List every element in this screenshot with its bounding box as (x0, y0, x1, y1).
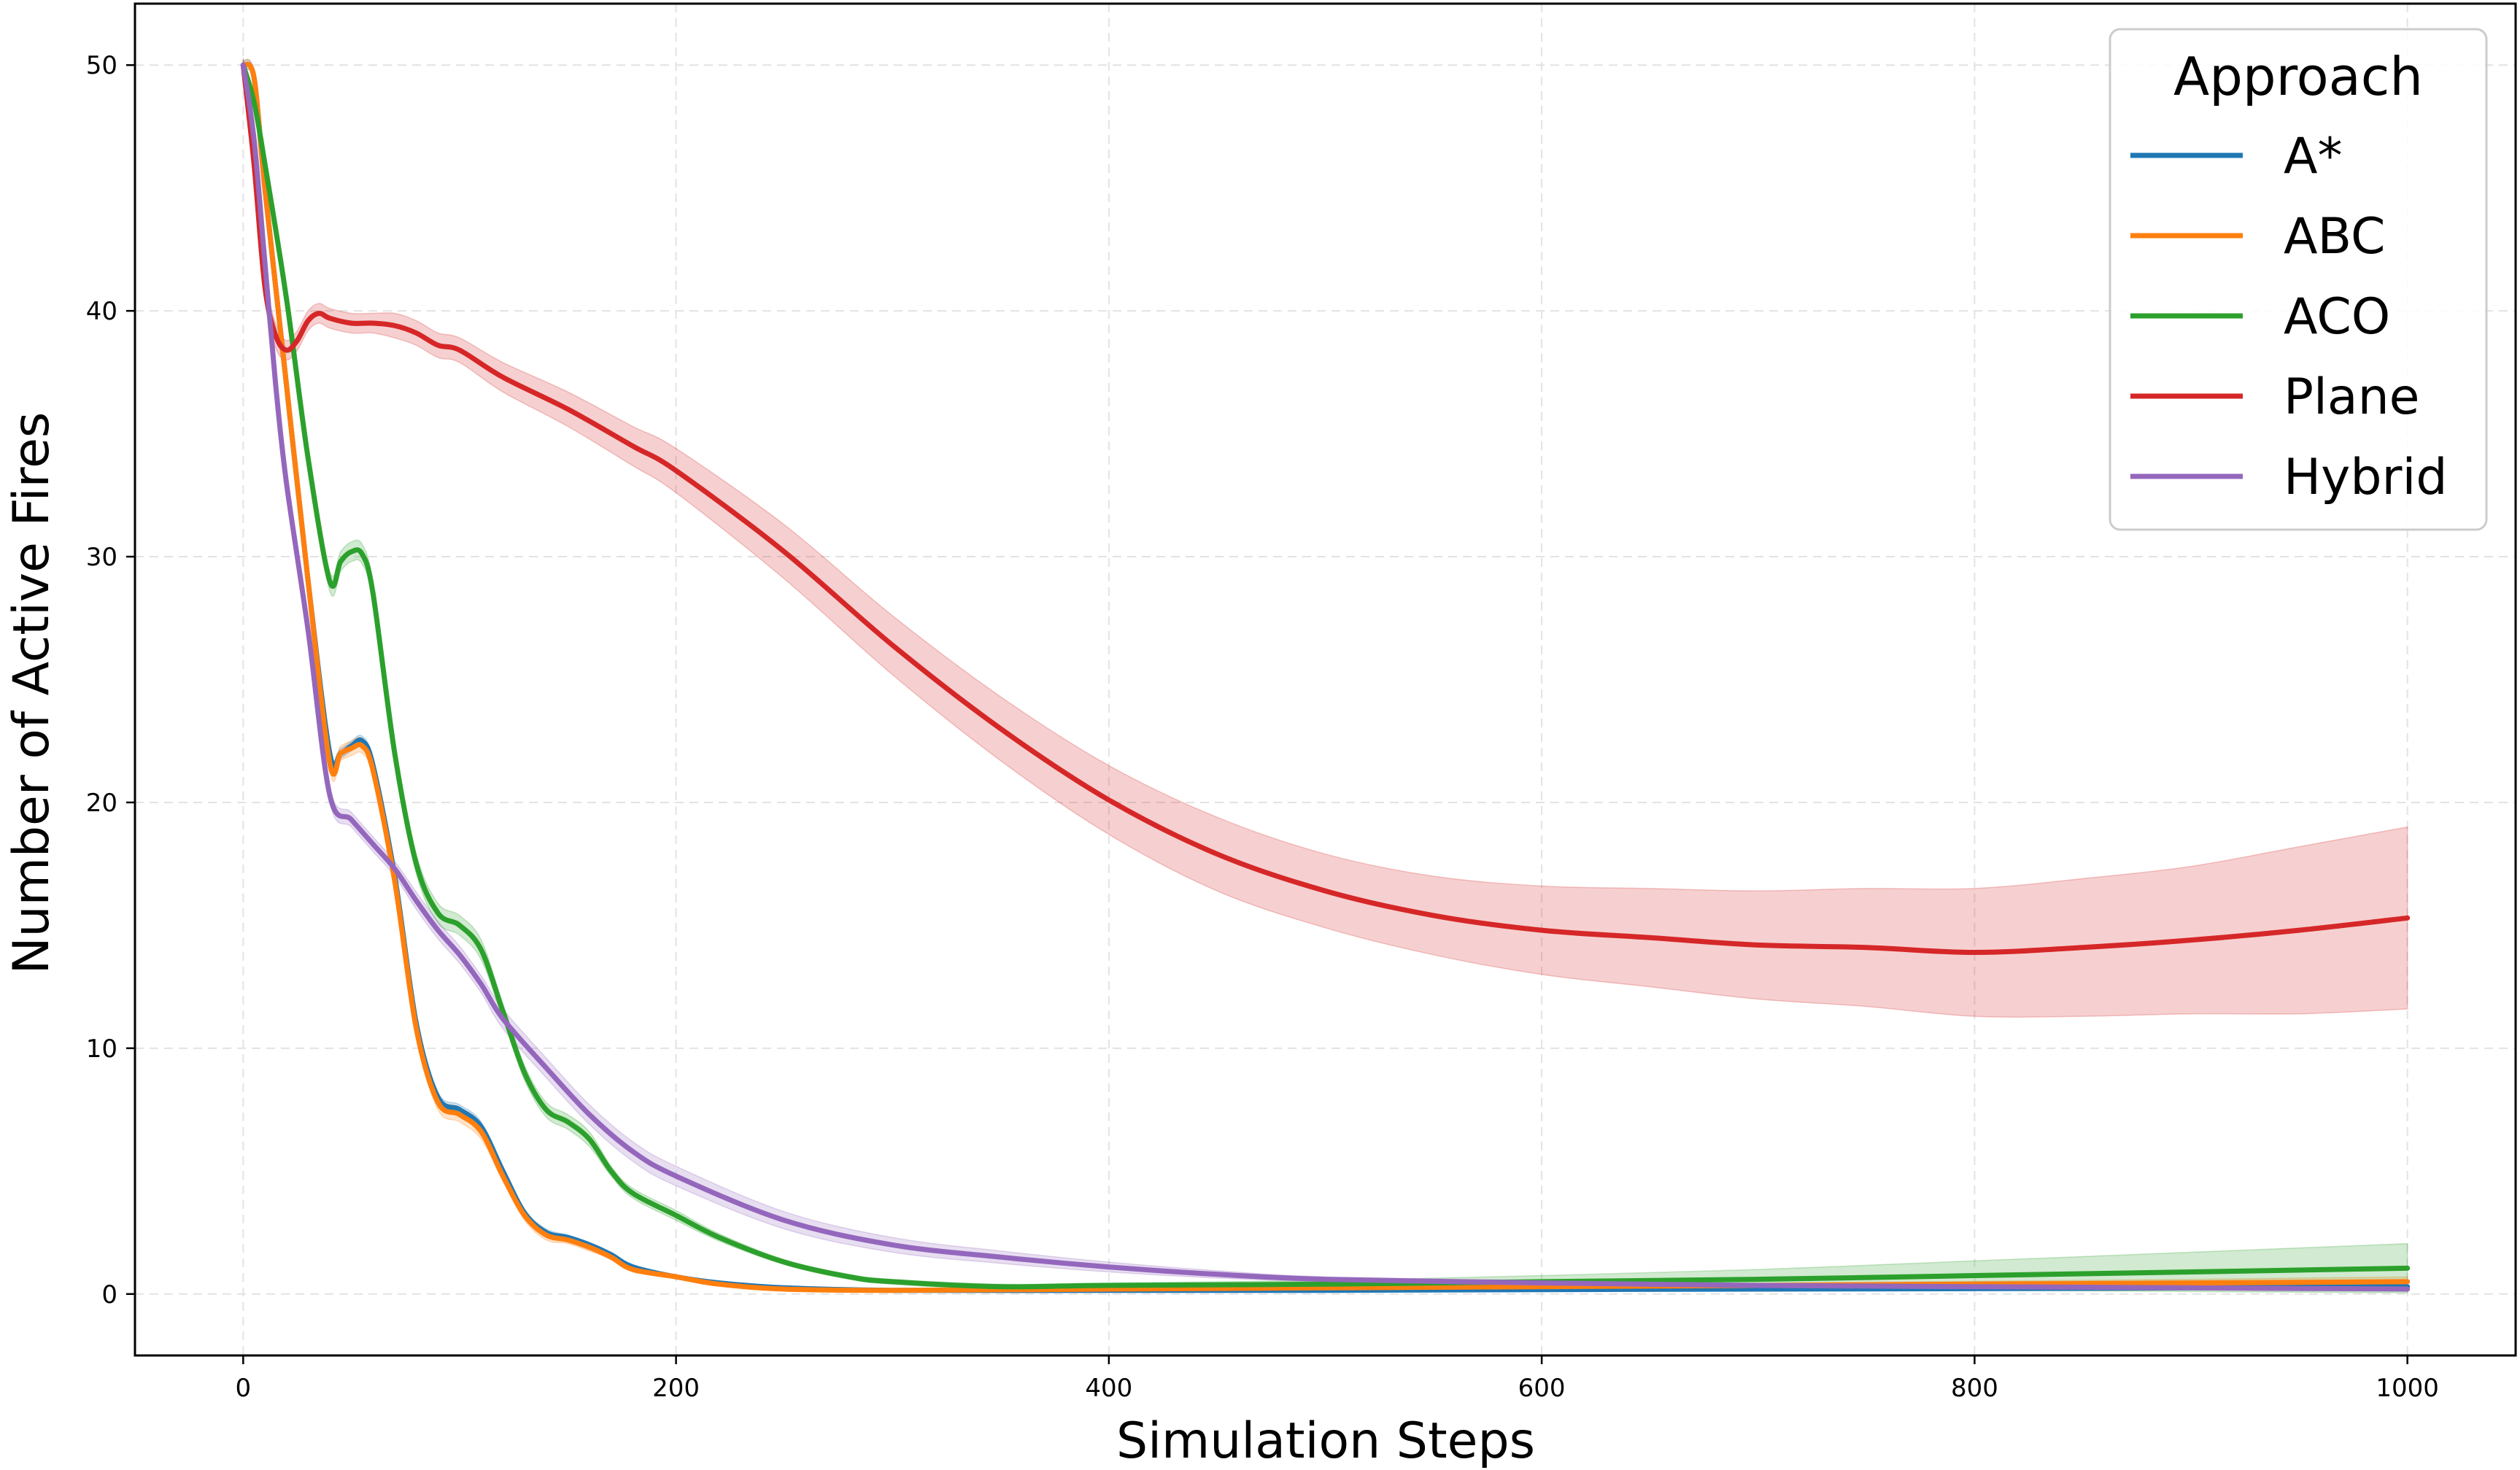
series-line-plane (240, 62, 2411, 955)
y-tick-label: 20 (86, 789, 117, 818)
series-lines (240, 61, 2411, 1293)
legend: Approach A* ABC ACO Plane Hybrid (2109, 28, 2488, 531)
series-line-abc (240, 61, 2411, 1293)
y-tick-label: 50 (86, 51, 117, 80)
y-axis-label: Number of Active Fires (3, 412, 61, 975)
band-plane (242, 58, 2408, 1018)
legend-title: Approach (2173, 46, 2423, 107)
y-tick-label: 40 (86, 297, 117, 326)
x-tick-label: 400 (1085, 1374, 1132, 1403)
y-tick-label: 10 (86, 1034, 117, 1064)
x-tick-label: 800 (1951, 1374, 1998, 1403)
y-tick-label: 30 (86, 543, 117, 572)
legend-label-abc: ABC (2284, 208, 2385, 266)
axis-ticks: 0 200 400 600 800 1000 0 10 20 30 40 50 (86, 51, 2439, 1403)
legend-label-hybrid: Hybrid (2284, 449, 2448, 506)
legend-label-astar: A* (2284, 128, 2343, 185)
band-aco (242, 60, 2408, 1293)
plot-frame (134, 2, 2517, 1357)
x-tick-label: 1000 (2376, 1374, 2439, 1403)
y-tick-label: 0 (101, 1280, 117, 1310)
x-axis-label: Simulation Steps (1116, 1412, 1535, 1470)
x-tick-label: 600 (1518, 1374, 1566, 1403)
x-tick-label: 0 (235, 1374, 251, 1403)
legend-label-aco: ACO (2284, 288, 2390, 346)
series-line-hybrid (240, 62, 2411, 1292)
x-tick-label: 200 (652, 1374, 700, 1403)
legend-label-plane: Plane (2284, 368, 2420, 426)
legend-entries: A* ABC ACO Plane Hybrid (2130, 128, 2448, 506)
